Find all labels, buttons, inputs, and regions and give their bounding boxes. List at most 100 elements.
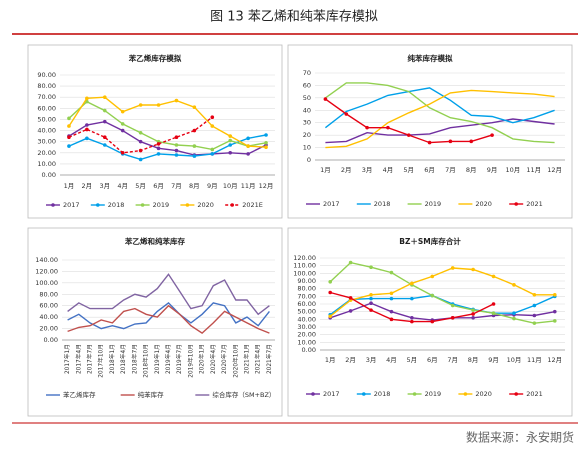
series-line — [67, 301, 270, 330]
point — [192, 105, 197, 110]
legend-marker — [362, 392, 366, 396]
series-line — [68, 96, 267, 148]
point — [512, 311, 516, 316]
series-line — [329, 267, 555, 317]
x-tick-label: 5月 — [135, 182, 146, 190]
legend-label: 苯乙烯库存 — [63, 390, 96, 399]
point — [323, 97, 328, 101]
series-line — [329, 302, 555, 321]
x-tick-label: 8月 — [189, 182, 200, 190]
y-tick-label: 30.00 — [297, 323, 316, 331]
point — [174, 98, 179, 103]
y-tick-label: 80.00 — [37, 82, 56, 90]
series-line — [325, 118, 555, 144]
point — [386, 125, 390, 130]
y-tick-label: 80.00 — [297, 285, 316, 293]
point — [102, 143, 107, 147]
y-tick-label: 50 — [303, 94, 311, 102]
y-tick-label: 50.00 — [297, 308, 316, 316]
point — [210, 124, 215, 128]
y-tick-label: 70.00 — [37, 93, 56, 101]
x-tick-label: 4月 — [117, 182, 128, 190]
point — [427, 140, 432, 145]
legend-label: 2017 — [323, 390, 340, 398]
x-tick-label: 11月 — [241, 182, 256, 190]
point — [471, 267, 475, 272]
chart-frame — [27, 227, 283, 417]
y-tick-label: 40.00 — [37, 127, 56, 135]
point — [532, 293, 537, 297]
point — [102, 108, 107, 113]
series-line — [68, 100, 267, 151]
point — [512, 316, 516, 321]
legend-label: 2019 — [153, 201, 170, 209]
x-tick-label: 10月 — [223, 182, 238, 190]
x-tick-label: 7月 — [445, 166, 456, 174]
series-line — [67, 273, 270, 316]
x-tick-label: 2020年10月 — [231, 344, 239, 378]
point — [138, 130, 143, 135]
y-tick-label: 10.00 — [297, 338, 316, 346]
point — [192, 154, 197, 158]
x-tick-label: 9月 — [487, 166, 498, 174]
y-tick-label: 30 — [303, 119, 311, 127]
point — [138, 139, 143, 144]
point — [67, 116, 71, 121]
point — [210, 115, 215, 120]
y-tick-label: 60.00 — [297, 300, 316, 308]
x-tick-label: 2017年4月 — [74, 344, 82, 374]
y-tick-label: 110.00 — [293, 262, 316, 270]
point — [532, 313, 537, 318]
y-tick-label: 20.00 — [37, 149, 56, 157]
point — [85, 123, 89, 127]
y-tick-label: 60.00 — [39, 302, 58, 310]
chart-title: 苯乙烯和纯苯库存 — [124, 236, 185, 246]
y-tick-label: 90.00 — [37, 71, 56, 79]
x-tick-label: 1月 — [320, 166, 331, 174]
point — [512, 283, 516, 287]
point — [389, 291, 394, 296]
point — [228, 143, 233, 147]
x-tick-label: 9月 — [207, 182, 218, 190]
point — [552, 319, 557, 323]
point — [174, 148, 179, 153]
point — [120, 128, 125, 133]
point — [491, 274, 496, 279]
series-line — [68, 120, 267, 156]
point — [469, 139, 474, 144]
point — [532, 321, 537, 325]
x-tick-label: 2019年4月 — [164, 344, 172, 374]
x-tick-label: 2月 — [345, 356, 356, 364]
x-tick-label: 1月 — [64, 182, 75, 190]
x-tick-label: 2019年1月 — [153, 344, 161, 374]
legend-marker — [514, 202, 518, 206]
point — [448, 139, 453, 144]
x-tick-label: 2月 — [341, 166, 352, 174]
point — [192, 128, 197, 133]
point — [174, 153, 179, 157]
point — [246, 136, 250, 141]
legend-marker — [412, 392, 417, 396]
point — [174, 143, 179, 147]
legend-label: 2017 — [323, 200, 340, 208]
x-tick-label: 12月 — [547, 356, 562, 364]
legend-label: 纯苯库存 — [138, 390, 165, 399]
point — [410, 316, 414, 320]
point — [365, 125, 369, 130]
source: 数据来源：永安期货 — [466, 430, 574, 445]
y-tick-label: 0.00 — [44, 336, 58, 344]
point — [410, 296, 414, 301]
point — [369, 296, 373, 301]
point — [156, 103, 161, 107]
x-tick-label: 10月 — [506, 166, 521, 174]
legend-marker — [230, 203, 234, 207]
x-tick-label: 3月 — [366, 356, 377, 364]
legend-label: 2021E — [242, 201, 263, 209]
point — [410, 319, 414, 324]
point — [406, 133, 411, 137]
point — [67, 124, 71, 128]
legend-marker — [96, 203, 100, 207]
x-tick-label: 5月 — [403, 166, 414, 174]
point — [410, 281, 414, 286]
